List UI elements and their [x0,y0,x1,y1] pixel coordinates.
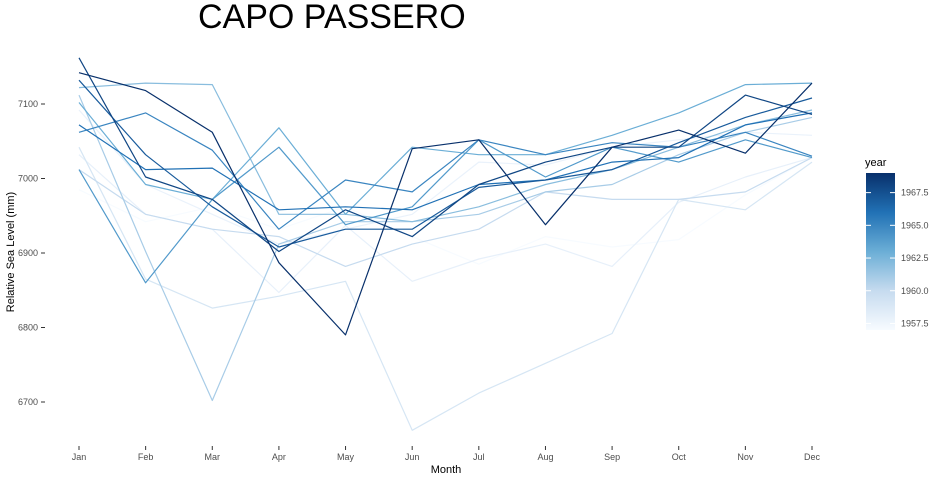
x-tick-label: Mar [205,452,221,462]
color-legend: year 1967.5 1965.0 1962.5 1960.0 1957.5 [865,157,929,330]
x-tick-label: Jul [473,452,485,462]
y-axis-title: Relative Sea Level (mm) [5,192,17,312]
x-tick-label: Apr [272,452,286,462]
legend-label: 1960.0 [901,286,929,296]
legend-label: 1965.0 [901,220,929,230]
y-axis: 6700 6800 6900 7000 7100 [18,99,45,407]
x-tick-label: Aug [537,452,553,462]
series-line [78,146,813,431]
x-tick-label: Jun [405,452,420,462]
x-tick-label: Feb [138,452,154,462]
series-line [78,112,813,211]
series-line [78,139,813,284]
series-line [78,157,813,267]
series-line [78,94,813,402]
series-line [78,79,813,248]
legend-label: 1957.5 [901,318,929,328]
x-tick-label: Sep [604,452,620,462]
x-tick-label: May [337,452,355,462]
series-line [78,72,813,336]
y-tick-label: 7000 [18,174,38,184]
x-tick-label: Nov [737,452,754,462]
series-line [78,82,813,223]
x-tick-label: Dec [804,452,821,462]
legend-label: 1962.5 [901,253,929,263]
x-tick-label: Jan [72,452,87,462]
legend-title: year [865,157,887,169]
x-axis: Jan Feb Mar Apr May Jun Jul Aug Sep Oct Nov Dec [72,446,821,462]
y-tick-label: 7100 [18,99,38,109]
y-tick-label: 6900 [18,248,38,258]
chart-title: CAPO PASSERO [198,0,466,36]
y-tick-label: 6700 [18,397,38,407]
series-line [78,112,813,230]
x-axis-title: Month [431,464,462,476]
legend-label: 1967.5 [901,188,929,198]
x-tick-label: Oct [672,452,687,462]
legend-ticks: 1967.5 1965.0 1962.5 1960.0 1957.5 [866,188,929,328]
legend-colorbar [866,173,895,330]
series-line [78,82,813,215]
series-layer [78,57,813,431]
series-line [78,57,813,253]
y-tick-label: 6800 [18,323,38,333]
